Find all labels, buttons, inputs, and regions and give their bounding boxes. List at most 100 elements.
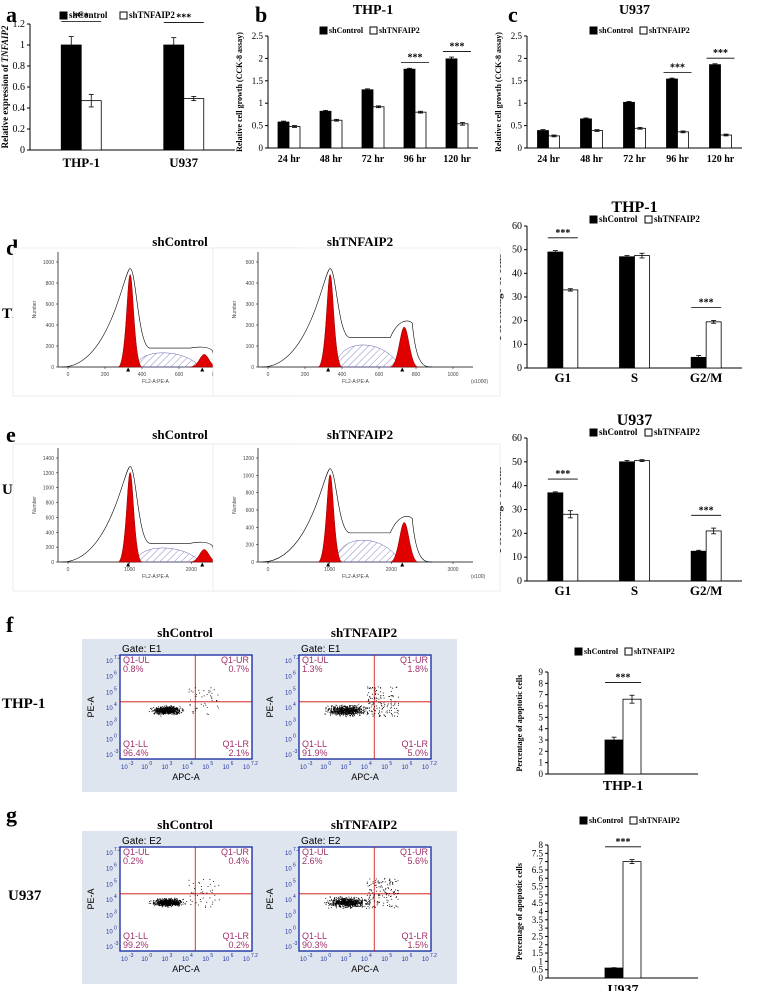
flow-event — [159, 901, 161, 903]
flow-event — [170, 707, 172, 709]
flow-event — [170, 706, 172, 708]
flow-event — [327, 705, 329, 707]
flow-event — [335, 900, 337, 902]
flow-event — [349, 898, 351, 900]
legend-label-shcontrol: shControl — [599, 427, 638, 437]
flow-event — [157, 708, 159, 709]
flow-event — [352, 709, 353, 711]
flow-event — [159, 901, 161, 903]
quadrant-lr-value: 5.0% — [407, 748, 428, 758]
flow-event — [373, 702, 375, 704]
flow-event — [327, 708, 329, 710]
flow-event — [194, 888, 195, 890]
flow-event — [346, 714, 347, 715]
flow-event — [339, 714, 341, 716]
flow-event — [162, 901, 164, 903]
flow-event — [334, 904, 336, 905]
flow-event — [173, 706, 175, 707]
flow-event — [173, 707, 175, 709]
flow-event — [216, 700, 218, 702]
flow-event — [191, 900, 193, 902]
flow-event — [352, 905, 354, 907]
flow-event — [360, 903, 362, 905]
y-tick-label: 800 — [46, 501, 55, 507]
quadrant-ll-name: Q1-LL — [302, 739, 327, 749]
flow-event — [343, 710, 345, 712]
flow-event — [161, 710, 163, 712]
flow-event — [338, 905, 340, 906]
flow-event — [368, 698, 370, 700]
flow-event — [349, 713, 351, 715]
flow-event — [376, 904, 378, 906]
flow-event — [339, 711, 341, 713]
flow-event — [372, 896, 374, 898]
flow-event — [161, 711, 163, 713]
flow-event — [347, 711, 349, 713]
flow-event — [159, 902, 161, 904]
flow-event — [166, 710, 168, 712]
flow-event — [154, 905, 156, 907]
flow-event — [331, 904, 333, 906]
flow-event — [168, 709, 170, 711]
flow-event — [158, 901, 160, 903]
flow-event — [168, 712, 170, 714]
flow-event — [329, 900, 331, 902]
flow-event — [335, 904, 337, 906]
flow-event — [169, 898, 171, 900]
flow-event — [371, 713, 373, 715]
flow-event — [211, 903, 213, 905]
bar-shtnfaip2 — [456, 123, 469, 149]
flow-event — [209, 890, 211, 892]
flow-event — [159, 710, 161, 712]
y-tick-label: 0 — [251, 365, 254, 371]
flow-event — [343, 900, 345, 902]
flow-event — [169, 902, 170, 904]
flow-event — [159, 707, 161, 709]
legend-label-shcontrol: shControl — [599, 26, 634, 35]
flow-event — [169, 710, 171, 712]
flow-event — [378, 698, 380, 700]
flow-event — [341, 901, 343, 903]
flow-event — [359, 899, 361, 901]
bar-shtnfaip2 — [562, 513, 579, 582]
flow-event — [365, 709, 367, 711]
flow-event — [195, 902, 197, 904]
flow-event — [329, 903, 331, 905]
flow-event — [342, 905, 344, 907]
g2-peak — [390, 326, 419, 368]
y-tick-label: 7 — [539, 690, 544, 700]
bar-shcontrol — [403, 68, 416, 149]
flow-event — [152, 903, 154, 905]
flow-event — [343, 901, 345, 903]
flow-event — [390, 707, 392, 709]
flow-event — [180, 707, 182, 709]
flow-event — [338, 902, 340, 904]
flow-event — [348, 707, 350, 709]
flow-event — [153, 900, 155, 902]
bar-shcontrol — [319, 110, 332, 149]
flow-event — [161, 902, 163, 903]
flow-event — [346, 904, 348, 906]
flow-event — [343, 711, 345, 713]
flow-event — [166, 902, 168, 904]
flow-event — [329, 712, 331, 714]
bar-shtnfaip2 — [720, 134, 732, 149]
flow-event — [164, 905, 166, 907]
flow-event — [179, 706, 181, 708]
flow-event — [355, 903, 357, 905]
flow-event — [377, 881, 379, 883]
flow-event — [342, 901, 344, 903]
flow-event — [160, 706, 162, 708]
flow-event — [340, 898, 341, 900]
quadrant-lr-value: 0.2% — [228, 940, 249, 950]
flow-event — [174, 712, 175, 714]
g1-marker — [326, 562, 331, 567]
flow-event — [360, 713, 362, 714]
flow-event — [379, 890, 381, 892]
y-tick-exp: 7.2 — [293, 655, 300, 661]
g1-marker — [126, 367, 131, 372]
flow-event — [171, 708, 173, 710]
flow-event — [330, 714, 331, 716]
x-tick-label: 24 hr — [278, 154, 301, 165]
flow-event — [385, 892, 387, 894]
